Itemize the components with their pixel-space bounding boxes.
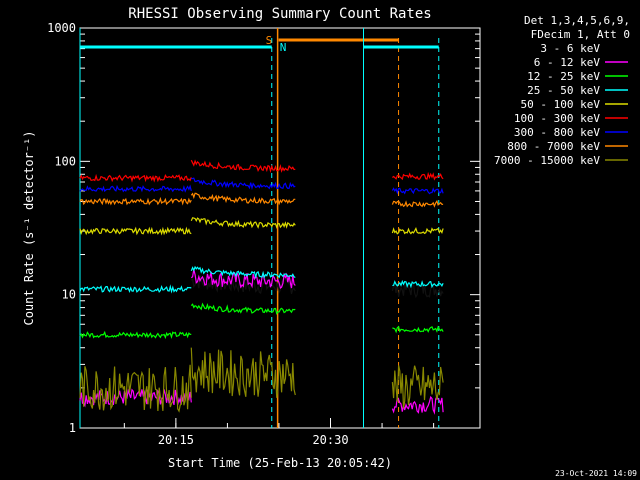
y-tick-label: 1000 bbox=[47, 21, 76, 35]
series-line bbox=[79, 196, 192, 206]
series-line bbox=[79, 364, 192, 413]
series-line bbox=[190, 269, 296, 290]
legend-label: 3 - 6 keV bbox=[540, 42, 600, 55]
series-line bbox=[190, 275, 296, 295]
saa-label: S bbox=[266, 34, 273, 47]
series-line bbox=[79, 330, 192, 340]
series-line bbox=[190, 217, 296, 230]
legend-label: 800 - 7000 keV bbox=[507, 140, 600, 153]
legend-header-2: FDecim 1, Att 0 bbox=[531, 28, 630, 41]
legend-label: 12 - 25 keV bbox=[527, 70, 600, 83]
legend-label: 7000 - 15000 keV bbox=[494, 154, 600, 167]
legend-label: 300 - 800 keV bbox=[514, 126, 600, 139]
series-line bbox=[391, 365, 444, 409]
series-line bbox=[190, 159, 296, 174]
series-line bbox=[392, 325, 444, 334]
legend-label: 100 - 300 keV bbox=[514, 112, 600, 125]
x-tick-label: 20:30 bbox=[312, 433, 348, 447]
series-line bbox=[392, 171, 444, 181]
series-line bbox=[391, 199, 444, 208]
series-line bbox=[391, 394, 444, 415]
series-line bbox=[190, 192, 296, 206]
y-axis-label: Count Rate (s⁻¹ detector⁻¹) bbox=[22, 130, 36, 325]
series-line bbox=[190, 347, 296, 398]
x-tick-label: 20:15 bbox=[158, 433, 194, 447]
series-line bbox=[79, 284, 192, 294]
legend-label: 50 - 100 keV bbox=[521, 98, 601, 111]
series-line bbox=[79, 226, 192, 236]
y-tick-label: 1 bbox=[69, 421, 76, 435]
series-line bbox=[190, 302, 296, 315]
series-line bbox=[79, 388, 192, 408]
series-line bbox=[79, 173, 192, 183]
legend-header-1: Det 1,3,4,5,6,9, bbox=[524, 14, 630, 27]
night-label: N bbox=[280, 41, 287, 54]
series-line bbox=[191, 177, 296, 191]
footer-date: 23-Oct-2021 14:09 bbox=[555, 469, 637, 478]
y-tick-label: 100 bbox=[54, 154, 76, 168]
series-line bbox=[190, 265, 296, 280]
legend-label: 6 - 12 keV bbox=[534, 56, 601, 69]
series-line bbox=[391, 281, 444, 299]
series-line bbox=[391, 187, 444, 195]
chart-title: RHESSI Observing Summary Count Rates bbox=[128, 6, 431, 22]
series-line bbox=[79, 184, 192, 193]
legend-label: 25 - 50 keV bbox=[527, 84, 600, 97]
x-axis-label: Start Time (25-Feb-13 20:05:42) bbox=[168, 456, 392, 470]
series-line bbox=[391, 226, 444, 235]
series-line bbox=[392, 279, 444, 289]
y-tick-label: 10 bbox=[62, 288, 76, 302]
